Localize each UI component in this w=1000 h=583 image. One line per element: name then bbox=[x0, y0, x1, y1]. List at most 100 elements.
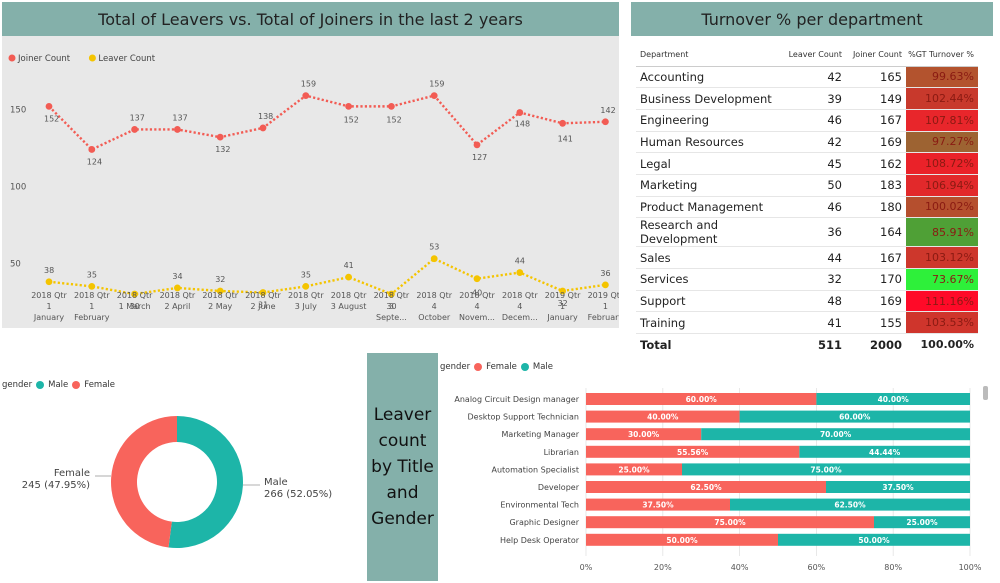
table-row[interactable]: Accounting 42 165 99.63% bbox=[636, 66, 978, 89]
data-label: 34 bbox=[172, 272, 182, 281]
data-label: 38 bbox=[44, 266, 54, 275]
header-department[interactable]: Department bbox=[636, 44, 786, 67]
data-label: 142 bbox=[600, 106, 615, 115]
data-point[interactable] bbox=[345, 102, 352, 110]
data-point[interactable] bbox=[473, 275, 481, 283]
data-point[interactable] bbox=[559, 119, 566, 127]
female-slice-label: Female bbox=[54, 468, 90, 479]
data-point[interactable] bbox=[516, 109, 524, 116]
bar-segment-female[interactable] bbox=[586, 410, 740, 423]
x-tick-label: 2018 Qtr 2 June bbox=[245, 291, 281, 311]
bar-segment-female[interactable] bbox=[586, 445, 800, 458]
table-row[interactable]: Sales 44 167 103.12% bbox=[636, 246, 978, 269]
table-row[interactable]: Support 48 169 111.16% bbox=[636, 290, 978, 313]
cell-pct: 103.12% bbox=[906, 246, 978, 269]
data-point[interactable] bbox=[559, 287, 566, 295]
bar-segment-female[interactable] bbox=[586, 498, 730, 511]
line-legend-label-0[interactable]: Joiner Count bbox=[17, 54, 71, 64]
legend-female-label[interactable]: Female bbox=[486, 362, 517, 372]
data-point[interactable] bbox=[259, 289, 267, 296]
bar-data-label: 60.00% bbox=[839, 413, 871, 422]
data-point[interactable] bbox=[302, 282, 310, 290]
legend-female-label[interactable]: Female bbox=[84, 380, 116, 390]
bar-segment-male[interactable] bbox=[730, 498, 970, 511]
bar-segment-female[interactable] bbox=[586, 463, 682, 476]
data-point[interactable] bbox=[88, 282, 96, 290]
bar-segment-female[interactable] bbox=[586, 428, 702, 441]
data-point[interactable] bbox=[516, 269, 524, 276]
legend-male-label[interactable]: Male bbox=[532, 362, 554, 372]
data-point[interactable] bbox=[45, 102, 53, 110]
bar-segment-female[interactable] bbox=[586, 516, 874, 529]
bar-segment-female[interactable] bbox=[586, 533, 778, 546]
bar-chart-scrollbar[interactable] bbox=[983, 386, 988, 400]
title-line-1: Leaver bbox=[373, 405, 432, 425]
x-tick-label: 2018 Qtr 1 March bbox=[117, 291, 153, 311]
data-point[interactable] bbox=[345, 273, 352, 281]
data-point[interactable] bbox=[302, 92, 310, 100]
data-point[interactable] bbox=[216, 133, 224, 141]
table-row[interactable]: Business Development 39 149 102.44% bbox=[636, 87, 978, 110]
table-row[interactable]: Services 32 170 73.67% bbox=[636, 268, 978, 291]
data-point[interactable] bbox=[131, 126, 139, 133]
table-row[interactable]: Research and Development 36 164 85.91% bbox=[636, 217, 978, 248]
cell-dept: Support bbox=[636, 290, 786, 313]
table-row[interactable]: Product Management 46 180 100.02% bbox=[636, 196, 978, 219]
data-label: 32 bbox=[558, 299, 568, 308]
header-turnover-pct[interactable]: %GT Turnover % bbox=[906, 44, 978, 67]
data-point[interactable] bbox=[216, 287, 224, 295]
data-point[interactable] bbox=[430, 92, 438, 100]
data-label: 35 bbox=[301, 270, 311, 279]
cell-leaver: 46 bbox=[786, 109, 846, 132]
table-row[interactable]: Marketing 50 183 106.94% bbox=[636, 174, 978, 197]
legend-male-label[interactable]: Male bbox=[48, 380, 69, 390]
bar-segment-female[interactable] bbox=[586, 393, 817, 405]
bar-segment-female[interactable] bbox=[586, 481, 826, 493]
cell-leaver: 42 bbox=[786, 131, 846, 154]
table-row[interactable]: Human Resources 42 169 97.27% bbox=[636, 131, 978, 154]
table-row[interactable]: Legal 45 162 108.72% bbox=[636, 152, 978, 175]
cell-pct: 106.94% bbox=[906, 174, 978, 197]
table-row[interactable]: Training 41 155 103.53% bbox=[636, 311, 978, 335]
line-legend-label-1[interactable]: Leaver Count bbox=[98, 54, 155, 64]
header-joiner-count[interactable]: Joiner Count bbox=[846, 44, 906, 67]
x-tick-label: 2018 Qtr 1 February bbox=[74, 291, 110, 322]
data-label: 53 bbox=[429, 243, 439, 252]
bar-segment-male[interactable] bbox=[778, 533, 970, 546]
table-row[interactable]: Engineering 46 167 107.81% bbox=[636, 109, 978, 132]
header-leaver-count[interactable]: Leaver Count bbox=[786, 44, 846, 67]
bar-segment-male[interactable] bbox=[816, 393, 970, 405]
donut-slice-female[interactable] bbox=[111, 416, 177, 548]
data-point[interactable] bbox=[174, 284, 181, 292]
donut-legend: gender Male Female bbox=[2, 380, 115, 390]
data-point[interactable] bbox=[259, 124, 267, 132]
data-point[interactable] bbox=[88, 146, 96, 153]
data-point[interactable] bbox=[430, 255, 438, 263]
x-tick-label: 2018 Qtr 1 January bbox=[31, 291, 67, 322]
donut-slice-male[interactable] bbox=[168, 416, 244, 548]
bar-data-label: 50.00% bbox=[858, 536, 890, 545]
data-point[interactable] bbox=[602, 281, 609, 289]
cell-leaver: 32 bbox=[786, 268, 846, 291]
cell-dept: Services bbox=[636, 268, 786, 291]
cell-joiner: 149 bbox=[846, 87, 906, 110]
data-point[interactable] bbox=[388, 102, 395, 110]
data-point[interactable] bbox=[473, 141, 481, 149]
bar-segment-male[interactable] bbox=[701, 428, 970, 441]
bar-segment-male[interactable] bbox=[739, 410, 970, 423]
bar-data-label: 40.00% bbox=[878, 395, 910, 404]
bar-segment-male[interactable] bbox=[682, 463, 970, 476]
data-point[interactable] bbox=[131, 290, 139, 298]
data-point[interactable] bbox=[174, 126, 181, 133]
bar-segment-male[interactable] bbox=[799, 445, 970, 458]
title-line-4: and bbox=[386, 483, 419, 503]
bar-segment-male[interactable] bbox=[874, 516, 970, 529]
legend-female-dot bbox=[474, 363, 483, 371]
data-point[interactable] bbox=[602, 118, 609, 126]
data-point[interactable] bbox=[388, 290, 395, 298]
bar-segment-male[interactable] bbox=[826, 481, 970, 493]
data-point[interactable] bbox=[45, 278, 53, 286]
cell-joiner: 183 bbox=[846, 174, 906, 197]
